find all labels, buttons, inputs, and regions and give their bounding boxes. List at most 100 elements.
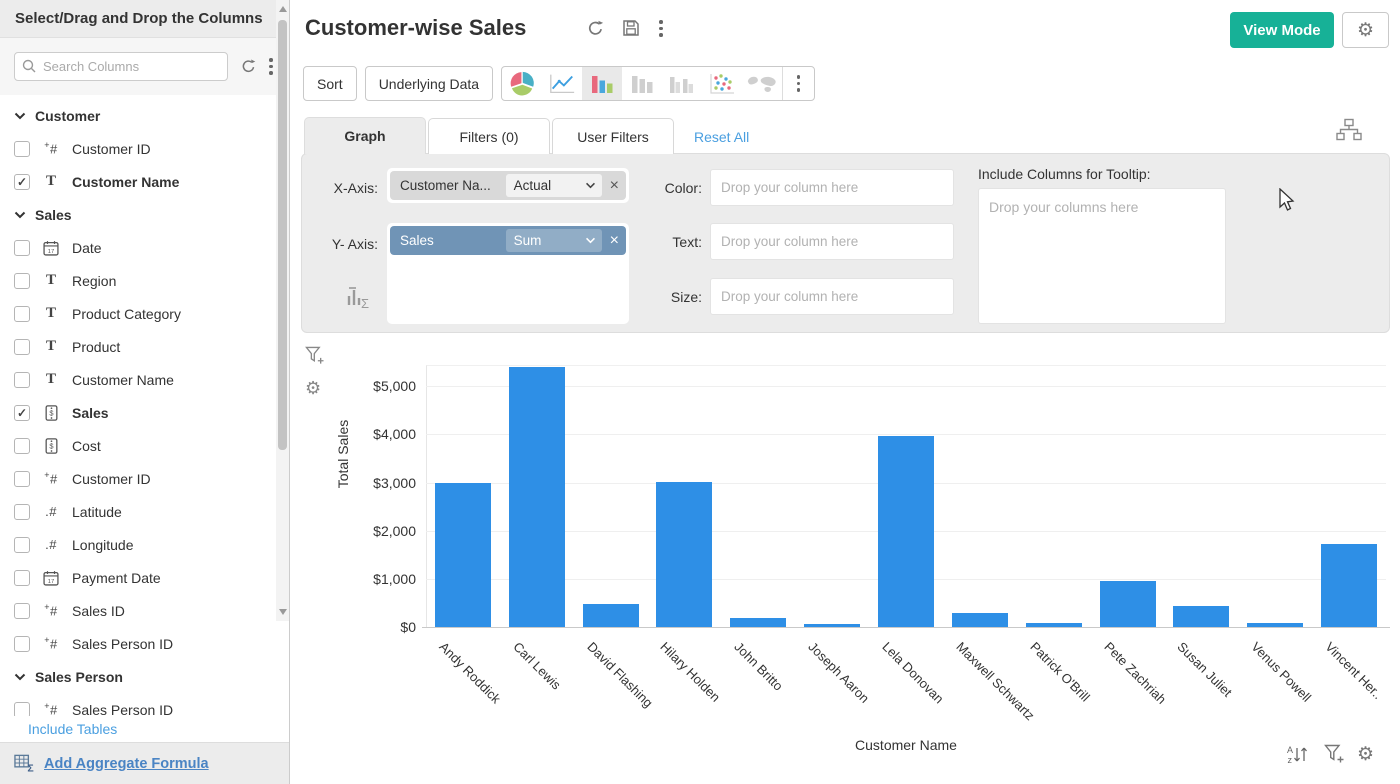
column-item-sales-person-id[interactable]: +# Sales Person ID — [14, 627, 289, 660]
checkbox[interactable]: ✓ — [14, 404, 30, 421]
chart-options-gear-icon[interactable]: ⚙ — [1356, 744, 1374, 765]
bar-carl-lewis[interactable] — [508, 367, 565, 627]
checkbox[interactable] — [14, 140, 30, 157]
refresh-report-icon[interactable] — [586, 19, 605, 38]
bar-john-britto[interactable] — [730, 617, 787, 627]
chart-settings-gear-icon[interactable]: ⚙ — [305, 378, 322, 398]
search-columns-input[interactable] — [14, 52, 228, 81]
column-chart-gray-icon[interactable] — [622, 67, 662, 100]
scroll-down-icon[interactable] — [279, 609, 287, 615]
bar-andy-roddick[interactable] — [434, 483, 491, 627]
bar-lela-donovan[interactable] — [878, 436, 934, 627]
remove-x-column-icon[interactable]: × — [609, 176, 619, 194]
sort-button[interactable]: Sort — [303, 66, 357, 101]
column-item-product[interactable]: T Product — [14, 330, 289, 363]
size-dropzone[interactable]: Drop your column here — [710, 278, 954, 315]
checkbox[interactable] — [14, 635, 30, 652]
tab-user-filters[interactable]: User Filters — [552, 118, 674, 154]
settings-button[interactable]: ⚙ — [1342, 12, 1389, 48]
include-tables-link[interactable]: Include Tables — [28, 721, 118, 737]
underlying-data-button[interactable]: Underlying Data — [364, 66, 494, 101]
checkbox[interactable] — [14, 272, 30, 289]
x-axis-category-label: John Britto — [731, 639, 787, 694]
bar-patrick-o-brill[interactable] — [1025, 623, 1082, 627]
more-chart-types-icon[interactable] — [782, 67, 814, 100]
add-aggregate-formula-link[interactable]: Add Aggregate Formula — [44, 755, 209, 772]
y-axis-label: Y- Axis: — [331, 236, 378, 252]
save-icon[interactable] — [621, 18, 641, 38]
bar-susan-juliet[interactable] — [1173, 606, 1230, 627]
column-item-customer-name[interactable]: ✓ T Customer Name — [14, 165, 289, 198]
bar-maxwell-schwartz[interactable] — [951, 613, 1008, 627]
chart-filter-icon[interactable] — [1323, 744, 1344, 765]
checkbox[interactable] — [14, 338, 30, 355]
x-axis-label: X-Axis: — [333, 180, 378, 196]
checkbox[interactable] — [14, 437, 30, 454]
column-item-customer-id[interactable]: +# Customer ID — [14, 132, 289, 165]
column-item-date[interactable]: 17 Date — [14, 231, 289, 264]
column-item-cost[interactable]: $ Cost — [14, 429, 289, 462]
checkbox[interactable] — [14, 602, 30, 619]
report-more-menu-icon[interactable] — [657, 18, 665, 39]
bar-venus-powell[interactable] — [1247, 622, 1304, 627]
checkbox[interactable] — [14, 470, 30, 487]
bar-vincent-her[interactable] — [1321, 544, 1378, 627]
checkbox[interactable] — [14, 503, 30, 520]
column-item-sales-person-id[interactable]: +# Sales Person ID — [14, 693, 289, 716]
tab-graph[interactable]: Graph — [304, 117, 426, 154]
section-header-sales[interactable]: Sales — [14, 198, 289, 231]
reset-all-link[interactable]: Reset All — [694, 129, 750, 145]
hierarchy-view-icon[interactable] — [1336, 118, 1362, 141]
refresh-columns-icon[interactable] — [240, 58, 257, 75]
column-item-latitude[interactable]: .# Latitude — [14, 495, 289, 528]
view-mode-button[interactable]: View Mode — [1230, 12, 1334, 48]
scrollbar-thumb[interactable] — [278, 20, 287, 450]
section-header-customer[interactable]: Customer — [14, 99, 289, 132]
map-chart-icon[interactable] — [742, 67, 782, 100]
bar-chart-icon[interactable] — [582, 67, 623, 100]
y-axis-aggregate-dropdown[interactable]: Sum — [505, 229, 602, 252]
column-item-sales-id[interactable]: +# Sales ID — [14, 594, 289, 627]
checkbox[interactable] — [14, 701, 30, 716]
checkbox[interactable] — [14, 239, 30, 256]
tab-filters[interactable]: Filters (0) — [428, 118, 550, 154]
x-axis-aggregate-dropdown[interactable]: Actual — [505, 174, 602, 197]
x-axis-pill[interactable]: Customer Na... Actual × — [390, 171, 626, 200]
column-item-sales[interactable]: ✓ $ Sales — [14, 396, 289, 429]
checkbox[interactable] — [14, 569, 30, 586]
column-item-customer-name[interactable]: T Customer Name — [14, 363, 289, 396]
bar-david-flashing[interactable] — [582, 603, 639, 627]
scroll-up-icon[interactable] — [279, 6, 287, 12]
column-item-customer-id[interactable]: +# Customer ID — [14, 462, 289, 495]
x-axis-category-label: Joseph Aaron — [805, 639, 873, 706]
x-axis-dropzone[interactable]: Customer Na... Actual × — [387, 168, 629, 203]
bar-joseph-aaron[interactable] — [804, 624, 861, 627]
column-item-product-category[interactable]: T Product Category — [14, 297, 289, 330]
checkbox[interactable] — [14, 536, 30, 553]
text-label: Text: — [672, 234, 702, 250]
grouped-bar-chart-icon[interactable] — [662, 67, 702, 100]
gridline — [426, 434, 1386, 436]
y-axis-dropzone[interactable]: Sales Sum × — [387, 223, 629, 324]
bar-pete-zachriah[interactable] — [1099, 580, 1156, 627]
scatter-chart-icon[interactable] — [702, 67, 742, 100]
color-dropzone[interactable]: Drop your column here — [710, 169, 954, 206]
section-header-sales-person[interactable]: Sales Person — [14, 660, 289, 693]
add-filter-icon[interactable] — [305, 346, 324, 366]
pie-chart-icon[interactable] — [502, 67, 542, 100]
column-item-region[interactable]: T Region — [14, 264, 289, 297]
checkbox[interactable]: ✓ — [14, 173, 30, 190]
checkbox[interactable] — [14, 371, 30, 388]
y-axis-pill[interactable]: Sales Sum × — [390, 226, 626, 255]
checkbox[interactable] — [14, 305, 30, 322]
bar-hilary-holden[interactable] — [656, 482, 713, 627]
tooltip-columns-dropzone[interactable]: Drop your columns here — [978, 188, 1226, 324]
text-dropzone[interactable]: Drop your column here — [710, 223, 954, 260]
column-item-longitude[interactable]: .# Longitude — [14, 528, 289, 561]
line-chart-icon[interactable] — [542, 67, 582, 100]
sidebar-more-menu-icon[interactable] — [267, 56, 275, 77]
remove-y-column-icon[interactable]: × — [609, 231, 619, 249]
column-item-payment-date[interactable]: 17 Payment Date — [14, 561, 289, 594]
sidebar-scrollbar[interactable] — [276, 0, 289, 621]
